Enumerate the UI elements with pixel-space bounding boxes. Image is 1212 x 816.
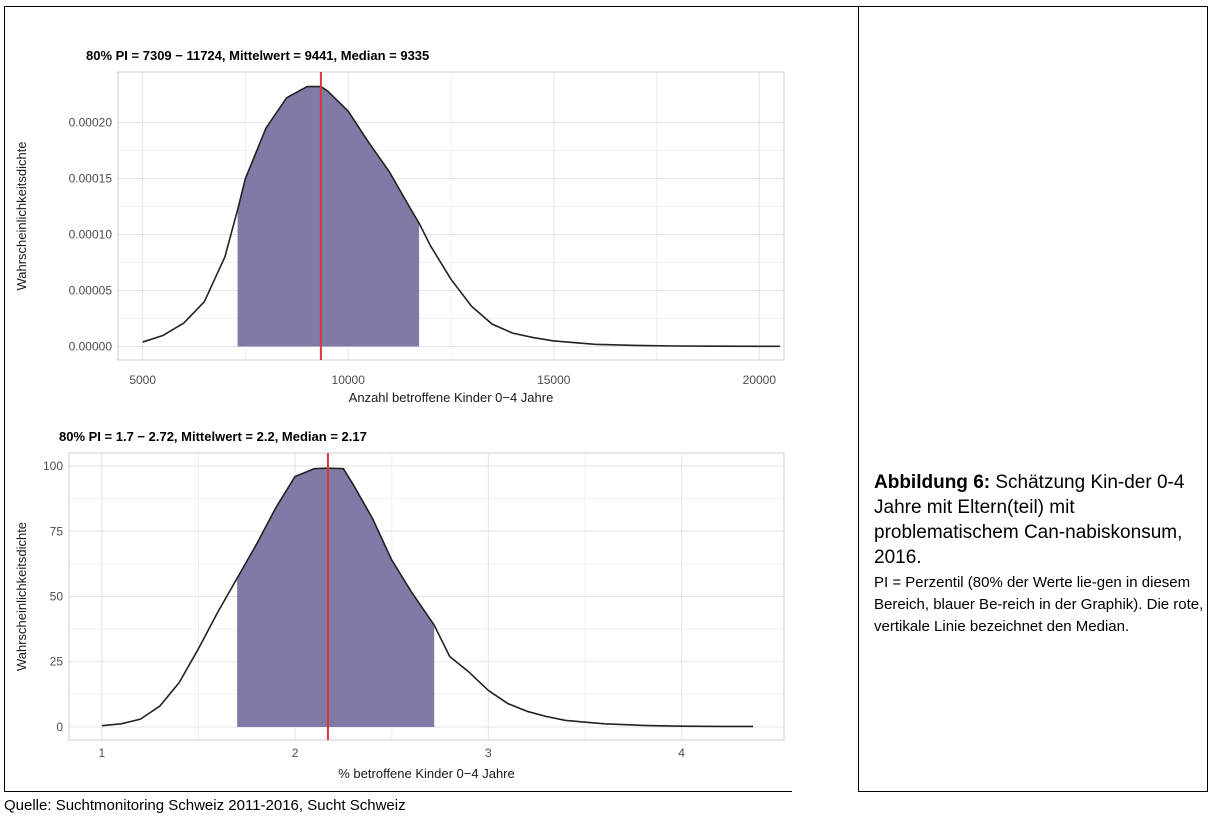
y-tick-label: 0.00020 bbox=[69, 115, 113, 129]
caption-text: Schätzung Kin-der 0-4 Jahre mit Eltern(t… bbox=[874, 472, 1185, 568]
x-tick-label: 10000 bbox=[332, 373, 366, 387]
x-tick-label: 1 bbox=[99, 746, 106, 760]
y-tick-label: 25 bbox=[50, 655, 64, 669]
chart-panel-1: 80% PI = 7309 − 11724, Mittelwert = 9441… bbox=[14, 48, 785, 405]
y-tick-label: 50 bbox=[50, 590, 64, 604]
y-tick-label: 100 bbox=[43, 459, 63, 473]
x-tick-label: 20000 bbox=[743, 373, 777, 387]
pi-shaded-area bbox=[237, 86, 420, 347]
x-tick-label: 2 bbox=[292, 746, 299, 760]
frame-left-line bbox=[4, 6, 5, 792]
figure-caption: Abbildung 6: Schätzung Kin-der 0-4 Jahre… bbox=[874, 470, 1204, 638]
y-axis-label: Wahrscheinlichkeitsdichte bbox=[14, 141, 29, 290]
y-tick-label: 0.00005 bbox=[69, 284, 113, 298]
y-tick-label: 0.00015 bbox=[69, 171, 113, 185]
source-note: Quelle: Suchtmonitoring Schweiz 2011-201… bbox=[4, 797, 406, 814]
x-tick-label: 4 bbox=[678, 746, 685, 760]
y-axis-label: Wahrscheinlichkeitsdichte bbox=[14, 522, 29, 671]
y-tick-label: 0.00010 bbox=[69, 227, 113, 241]
y-tick-label: 75 bbox=[50, 524, 64, 538]
chart-panel-2: 80% PI = 1.7 − 2.72, Mittelwert = 2.2, M… bbox=[14, 429, 785, 781]
y-tick-label: 0 bbox=[56, 720, 63, 734]
chart-title: 80% PI = 1.7 − 2.72, Mittelwert = 2.2, M… bbox=[59, 429, 367, 444]
chart-title: 80% PI = 7309 − 11724, Mittelwert = 9441… bbox=[86, 48, 429, 63]
caption-note: PI = Perzentil (80% der Werte lie-gen in… bbox=[874, 574, 1204, 635]
panel-border bbox=[68, 452, 785, 741]
frame-top-line bbox=[4, 6, 1208, 7]
pi-shaded-area bbox=[237, 468, 435, 727]
frame-right-line bbox=[1207, 6, 1208, 792]
y-tick-label: 0.00000 bbox=[69, 340, 113, 354]
x-axis-label: Anzahl betroffene Kinder 0−4 Jahre bbox=[349, 390, 554, 405]
frame-divider-line bbox=[858, 6, 859, 792]
x-tick-label: 5000 bbox=[129, 373, 156, 387]
density-curve bbox=[142, 85, 780, 348]
caption-label: Abbildung 6: bbox=[874, 472, 991, 493]
x-tick-label: 3 bbox=[485, 746, 492, 760]
density-curve bbox=[101, 467, 754, 728]
caption-main: Abbildung 6: Schätzung Kin-der 0-4 Jahre… bbox=[874, 470, 1204, 570]
panel-border bbox=[117, 71, 785, 361]
frame-bottom-line bbox=[4, 791, 792, 792]
x-tick-label: 15000 bbox=[537, 373, 571, 387]
density-charts: 80% PI = 7309 − 11724, Mittelwert = 9441… bbox=[14, 48, 785, 781]
frame-bottom-line-right bbox=[858, 791, 1208, 792]
x-axis-label: % betroffene Kinder 0−4 Jahre bbox=[338, 766, 514, 781]
